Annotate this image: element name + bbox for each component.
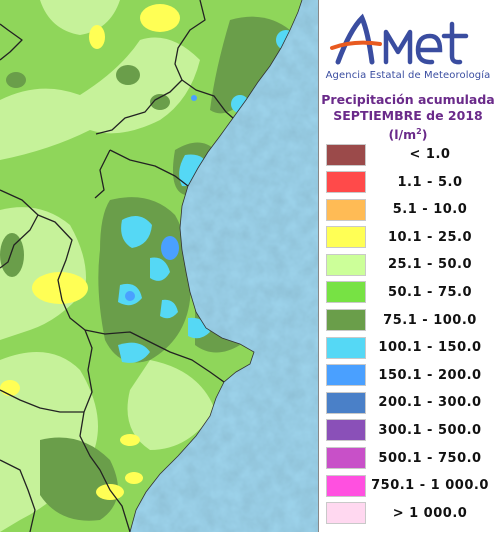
legend-range-label: 75.1 - 100.0 <box>383 312 477 328</box>
administrative-borders <box>0 0 234 532</box>
legend-row: 100.1 - 150.0 <box>326 336 494 359</box>
legend-swatch <box>326 171 366 194</box>
legend-swatch <box>326 143 366 166</box>
legend-row: 200.1 - 300.0 <box>326 391 494 414</box>
legend-range-label: 150.1 - 200.0 <box>378 367 482 383</box>
coastline <box>129 0 303 532</box>
aemet-logo <box>330 13 469 65</box>
legend-row: 5.1 - 10.0 <box>326 198 494 221</box>
title-unit: (l/m2) <box>388 127 428 143</box>
legend-row: < 1.0 <box>326 143 494 166</box>
legend-swatch <box>326 447 366 470</box>
legend-row: 50.1 - 75.0 <box>326 281 494 304</box>
legend-swatch <box>326 336 366 359</box>
legend-row: 150.1 - 200.0 <box>326 364 494 387</box>
legend-row: 1.1 - 5.0 <box>326 171 494 194</box>
legend-swatch <box>326 502 366 525</box>
legend-range-label: 25.1 - 50.0 <box>387 257 473 273</box>
precipitation-legend: < 1.0 1.1 - 5.0 5.1 - 10.0 10.1 - 25.0 25.1 … <box>326 143 494 529</box>
legend-range-label: 5.1 - 10.0 <box>392 202 468 218</box>
legend-swatch <box>326 419 366 442</box>
legend-range-label: 10.1 - 25.0 <box>387 229 473 245</box>
title-line-1: Precipitación acumulada <box>321 92 495 107</box>
legend-row: 750.1 - 1 000.0 <box>326 474 494 497</box>
legend-swatch <box>326 309 366 332</box>
legend-range-label: 1.1 - 5.0 <box>397 174 463 190</box>
legend-swatch <box>326 474 366 497</box>
precipitation-map <box>0 0 319 532</box>
legend-row: > 1 000.0 <box>326 502 494 525</box>
agency-name: Agencia Estatal de Meteorología <box>325 70 491 81</box>
legend-range-label: 500.1 - 750.0 <box>378 450 482 466</box>
legend-range-label: 50.1 - 75.0 <box>387 284 473 300</box>
legend-swatch <box>326 198 366 221</box>
legend-row: 75.1 - 100.0 <box>326 309 494 332</box>
legend-range-label: 100.1 - 150.0 <box>378 340 482 356</box>
legend-swatch <box>326 391 366 414</box>
legend-swatch <box>326 281 366 304</box>
legend-range-label: 200.1 - 300.0 <box>378 395 482 411</box>
legend-row: 25.1 - 50.0 <box>326 253 494 276</box>
legend-range-label: > 1 000.0 <box>392 505 468 521</box>
legend-swatch <box>326 253 366 276</box>
legend-row: 300.1 - 500.0 <box>326 419 494 442</box>
legend-swatch <box>326 364 366 387</box>
legend-range-label: 300.1 - 500.0 <box>378 422 482 438</box>
map-title: Precipitación acumulada SEPTIEMBRE de 20… <box>320 92 496 143</box>
legend-range-label: < 1.0 <box>409 147 451 162</box>
title-line-2: SEPTIEMBRE de 2018 <box>333 108 483 123</box>
legend-range-label: 750.1 - 1 000.0 <box>371 478 489 494</box>
legend-panel: Agencia Estatal de Meteorología Precipit… <box>320 0 496 542</box>
legend-row: 10.1 - 25.0 <box>326 226 494 249</box>
legend-row: 500.1 - 750.0 <box>326 447 494 470</box>
legend-swatch <box>326 226 366 249</box>
